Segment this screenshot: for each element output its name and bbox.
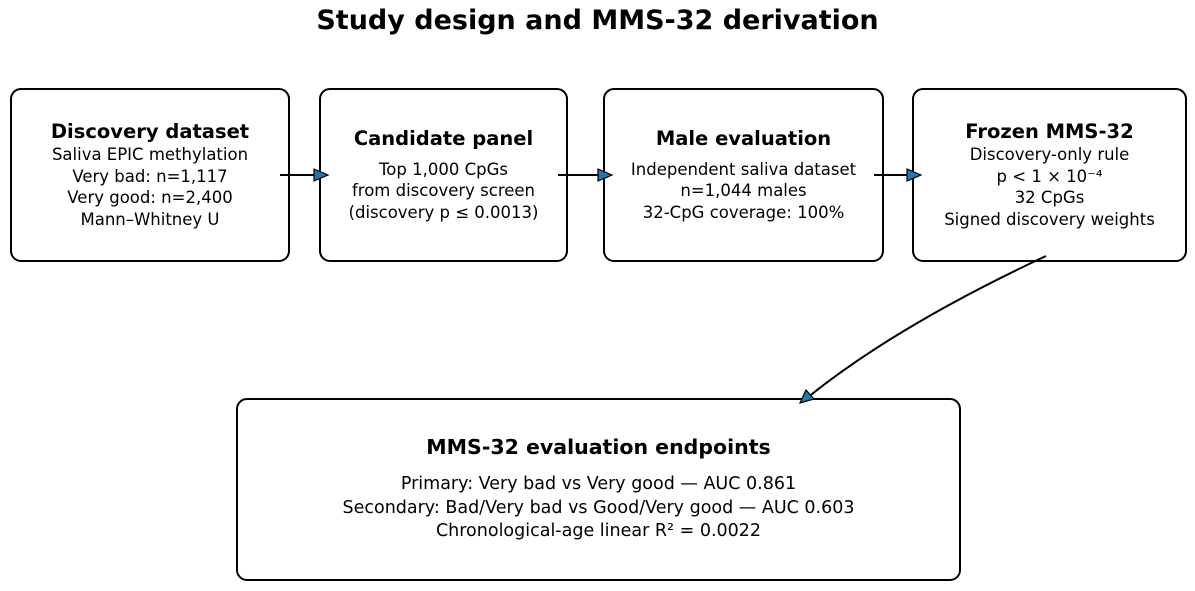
- frozen-mms32-box: Frozen MMS-32 Discovery-only rule p < 1 …: [912, 88, 1187, 262]
- discovery-dataset-heading: Discovery dataset: [50, 120, 250, 143]
- endpoint-secondary: Secondary: Bad/Very bad vs Good/Very goo…: [342, 497, 855, 518]
- frozen-line-1: Discovery-only rule: [969, 145, 1130, 164]
- candidate-panel-box: Candidate panel Top 1,000 CpGs from disc…: [319, 88, 568, 262]
- arrowhead-4: [798, 388, 816, 404]
- frozen-line-3: 32 CpGs: [1014, 188, 1085, 207]
- arrowhead-2: [597, 168, 614, 182]
- frozen-line-2: p < 1 × 10⁻⁴: [996, 166, 1103, 186]
- candidate-panel-heading: Candidate panel: [353, 126, 534, 150]
- discovery-line-2: Very bad: n=1,117: [72, 166, 228, 186]
- candidate-line-1: Top 1,000 CpGs: [379, 159, 508, 179]
- diagram-title: Study design and MMS-32 derivation: [316, 5, 879, 36]
- arrowhead-3: [906, 168, 923, 182]
- discovery-line-4: Mann–Whitney U: [80, 209, 220, 229]
- frozen-line-4: Signed discovery weights: [944, 209, 1155, 229]
- evaluation-endpoints-heading: MMS-32 evaluation endpoints: [426, 435, 771, 460]
- endpoint-primary: Primary: Very bad vs Very good — AUC 0.8…: [400, 474, 797, 495]
- discovery-line-3: Very good: n=2,400: [67, 188, 233, 207]
- male-line-3: 32-CpG coverage: 100%: [642, 202, 845, 222]
- arrow-frozen-to-endpoints: [806, 255, 1047, 399]
- male-line-1: Independent saliva dataset: [630, 159, 857, 179]
- male-line-2: n=1,044 males: [680, 181, 807, 201]
- discovery-line-1: Saliva EPIC methylation: [51, 145, 249, 164]
- male-evaluation-box: Male evaluation Independent saliva datas…: [603, 88, 884, 262]
- candidate-line-3: (discovery p ≤ 0.0013): [348, 202, 539, 222]
- evaluation-endpoints-box: MMS-32 evaluation endpoints Primary: Ver…: [236, 398, 961, 581]
- arrowhead-1: [313, 168, 330, 182]
- male-evaluation-heading: Male evaluation: [655, 126, 832, 150]
- endpoint-age: Chronological-age linear R² = 0.0022: [435, 521, 762, 542]
- frozen-mms32-heading: Frozen MMS-32: [965, 120, 1134, 143]
- discovery-dataset-box: Discovery dataset Saliva EPIC methylatio…: [10, 88, 290, 262]
- candidate-line-2: from discovery screen: [351, 181, 536, 201]
